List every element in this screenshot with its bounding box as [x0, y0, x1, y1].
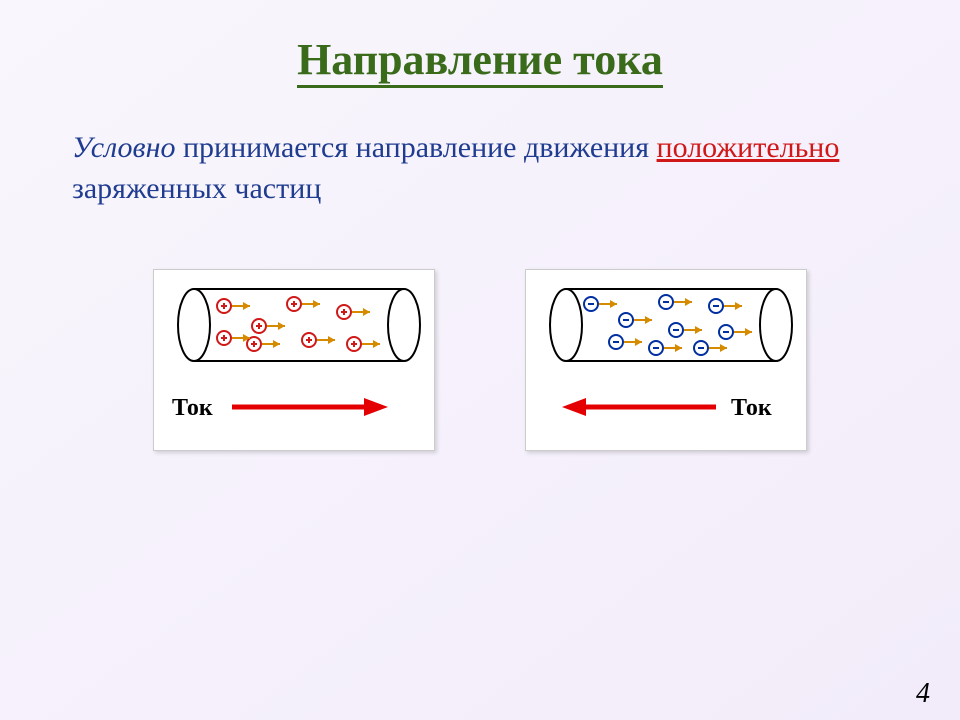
- body-plain-1: принимается направление движения: [175, 131, 656, 164]
- svg-text:Ток: Ток: [731, 395, 772, 421]
- body-highlight: положительно: [657, 131, 840, 164]
- slide-title: Направление тока: [297, 34, 663, 88]
- title-wrap: Направление тока: [0, 0, 960, 88]
- body-plain-2: заряженных частиц: [72, 172, 321, 205]
- diagram-right: Ток: [525, 269, 807, 451]
- body-word-conditional: Условно: [72, 131, 175, 164]
- page-number: 4: [916, 678, 930, 710]
- slide: Направление тока Условно принимается нап…: [0, 0, 960, 720]
- diagram-left: Ток: [153, 269, 435, 451]
- diagram-row: Ток Ток: [0, 269, 960, 451]
- svg-text:Ток: Ток: [172, 395, 213, 421]
- body-text: Условно принимается направление движения…: [0, 88, 960, 209]
